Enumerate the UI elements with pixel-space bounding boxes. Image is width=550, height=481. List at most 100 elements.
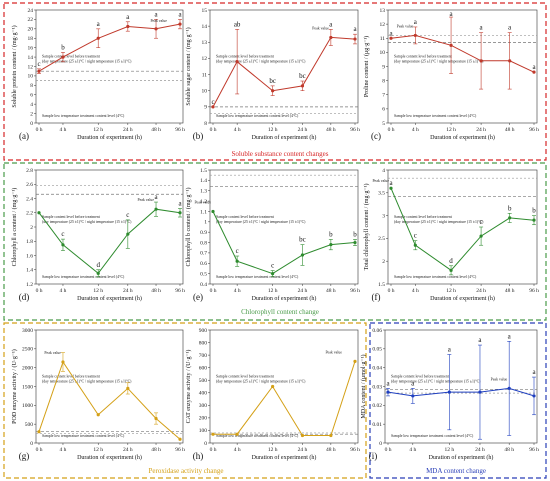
data-point bbox=[329, 35, 333, 40]
data-point bbox=[478, 390, 482, 394]
x-tick-label: 48 h bbox=[326, 447, 336, 453]
y-tick-label: 18 bbox=[28, 36, 34, 42]
data-point bbox=[449, 43, 453, 47]
x-tick-label: 12 h bbox=[93, 288, 103, 294]
y-tick-label: 2.5 bbox=[378, 236, 385, 242]
x-tick-label: 0 h bbox=[385, 447, 392, 453]
plot-area bbox=[35, 169, 184, 285]
significance-letter: a bbox=[329, 20, 333, 28]
significance-letter: c bbox=[236, 247, 239, 255]
data-point bbox=[300, 253, 305, 257]
y-tick-label: 1.6 bbox=[26, 253, 33, 259]
panel-label: (a) bbox=[19, 131, 29, 141]
significance-letter: a bbox=[411, 379, 415, 387]
x-tick-label: 4 h bbox=[234, 447, 241, 453]
significance-letter: a bbox=[450, 10, 454, 18]
x-tick-label: 4 h bbox=[412, 127, 419, 133]
data-point bbox=[126, 232, 130, 236]
annotation-temperature: (day temperature (25 ±1)°C / night tempe… bbox=[42, 220, 132, 224]
significance-letter: c bbox=[37, 60, 40, 68]
panel-label: (e) bbox=[193, 292, 203, 302]
annotation-low-temperature: Sample low temperature treatment content… bbox=[42, 275, 125, 279]
significance-letter: a bbox=[389, 29, 393, 37]
data-point bbox=[507, 386, 511, 390]
y-tick-label: 8 bbox=[30, 83, 33, 89]
x-tick-label: 4 h bbox=[412, 288, 419, 294]
peak-value-label: Peak value bbox=[491, 377, 508, 381]
group-caption-peroxidase: Peroxidase activity change bbox=[148, 467, 223, 475]
data-point bbox=[413, 33, 417, 38]
significance-letter: a bbox=[178, 199, 182, 207]
y-tick-label: 2.8 bbox=[26, 168, 33, 174]
annotation-low-temperature: Sample low temperature treatment content… bbox=[391, 434, 474, 438]
x-tick-label: 4 h bbox=[60, 288, 67, 294]
x-tick-label: 12 h bbox=[268, 127, 278, 133]
y-axis-label: Chlorophyll a content / (mg·g⁻¹) bbox=[11, 188, 18, 267]
significance-letter: b bbox=[61, 43, 65, 51]
annotation-temperature: (day temperature (25 ±1)°C / night tempe… bbox=[42, 59, 132, 63]
x-tick-label: 24 h bbox=[476, 127, 486, 133]
significance-letter: bc bbox=[299, 236, 306, 244]
y-tick-label: 800 bbox=[199, 340, 208, 346]
x-tick-label: 96 h bbox=[175, 447, 185, 453]
data-point bbox=[211, 105, 215, 109]
data-point bbox=[300, 433, 305, 438]
significance-letter: a bbox=[478, 336, 482, 344]
y-tick-label: 0 bbox=[379, 441, 382, 447]
data-point bbox=[96, 271, 100, 275]
significance-letter: b bbox=[532, 207, 536, 215]
x-tick-label: 48 h bbox=[151, 127, 161, 133]
x-tick-label: 12 h bbox=[268, 447, 278, 453]
panel-f: 1.5 2 2.5 3 3.5 4 0 h 4 h 12 h 24 h 48 h 96 h Durati… bbox=[363, 168, 539, 302]
x-tick-label: 0 h bbox=[210, 447, 217, 453]
panel-label: (i) bbox=[369, 451, 378, 461]
x-tick-label: 24 h bbox=[123, 288, 133, 294]
y-axis-label: POD enzyme activity / (U·g⁻¹) bbox=[11, 349, 18, 424]
data-point bbox=[96, 36, 100, 40]
annotation-temperature: (day temperature (25 ±1)°C / night tempe… bbox=[394, 59, 484, 63]
x-tick-label: 0 h bbox=[36, 288, 43, 294]
x-tick-label: 48 h bbox=[505, 127, 515, 133]
x-tick-label: 24 h bbox=[298, 288, 308, 294]
plot-area bbox=[35, 329, 184, 444]
annotation-temperature: (day temperature (25 ±1)°C / night tempe… bbox=[394, 220, 484, 224]
y-tick-label: 1.4 bbox=[200, 178, 207, 184]
significance-letter: a bbox=[508, 332, 512, 340]
y-tick-label: 12 bbox=[202, 56, 208, 62]
x-tick-label: 4 h bbox=[409, 447, 416, 453]
y-tick-label: 1.2 bbox=[200, 199, 207, 205]
y-tick-label: 16 bbox=[28, 45, 34, 51]
y-tick-label: 13 bbox=[380, 8, 386, 14]
annotation-before-treatment: Sample content level before treatment bbox=[216, 54, 275, 58]
x-tick-label: 48 h bbox=[151, 447, 161, 453]
data-point bbox=[178, 211, 182, 215]
y-tick-label: 14 bbox=[202, 24, 208, 30]
panel-label: (f) bbox=[372, 292, 381, 302]
significance-letter: a bbox=[448, 345, 452, 353]
y-tick-label: 1.1 bbox=[200, 209, 207, 215]
x-tick-label: 24 h bbox=[123, 127, 133, 133]
significance-letter: a bbox=[532, 63, 536, 71]
y-axis-label: Chlorophyll b content / (mg·g⁻¹) bbox=[185, 188, 192, 267]
y-axis-label: Soluble protein content / (mg·g⁻¹) bbox=[11, 25, 18, 107]
significance-letter: c bbox=[61, 230, 64, 238]
data-point bbox=[96, 413, 100, 417]
peak-value-label: Peak value bbox=[194, 200, 211, 204]
group-caption-mda: MDA content change bbox=[426, 467, 486, 475]
y-axis-label: Total chlorophyll content / (mg·g⁻¹) bbox=[363, 184, 370, 271]
series-line bbox=[390, 34, 535, 73]
y-tick-label: 1.5 bbox=[200, 168, 207, 174]
y-tick-label: 0.9 bbox=[200, 230, 207, 236]
data-point bbox=[235, 60, 239, 64]
y-tick-label: 1.4 bbox=[26, 268, 33, 274]
annotation-before-treatment: Sample content level before treatment bbox=[42, 374, 101, 378]
x-tick-label: 96 h bbox=[350, 127, 360, 133]
plot-area bbox=[35, 9, 184, 124]
data-point bbox=[389, 36, 393, 40]
data-point bbox=[479, 234, 483, 238]
data-point bbox=[353, 359, 357, 363]
data-point bbox=[61, 360, 65, 364]
y-axis-label: Soluble sugar content / (mg·g⁻¹) bbox=[185, 27, 192, 105]
